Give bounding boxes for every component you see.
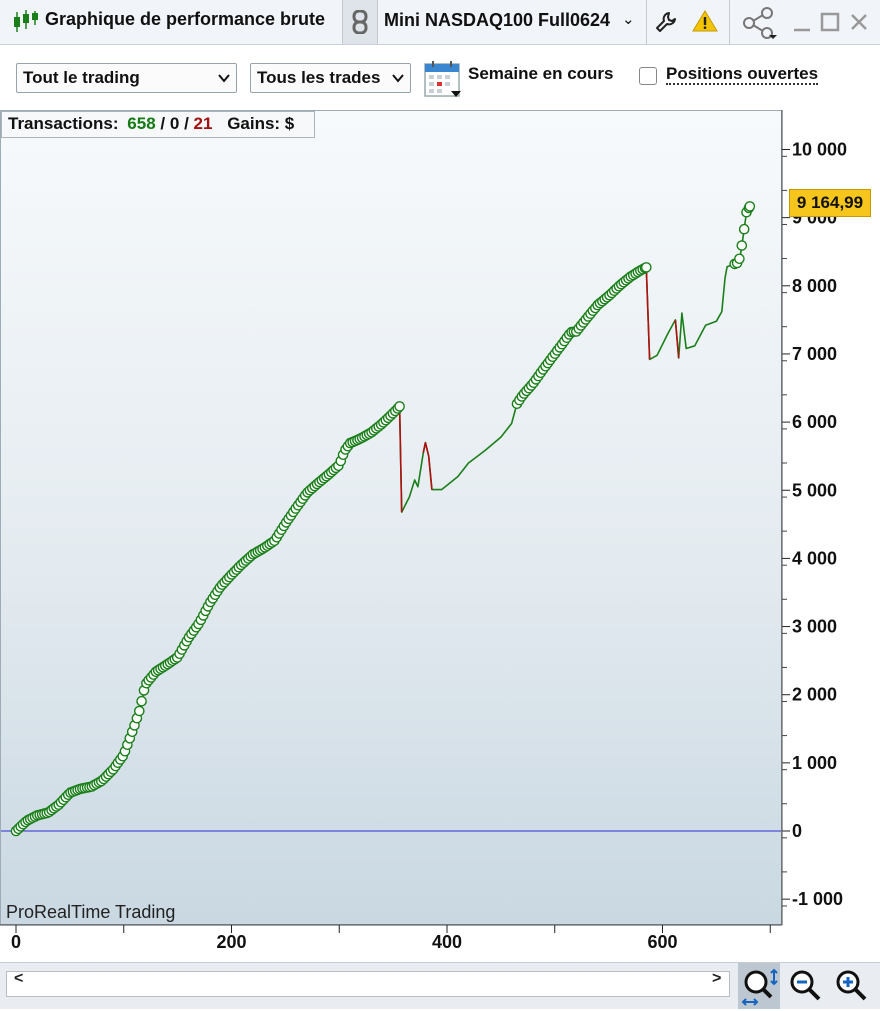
transactions-summary: Transactions: 658 / 0 / 21 Gains: $ xyxy=(1,111,315,138)
wrench-icon[interactable] xyxy=(654,10,678,39)
neutral-count: 0 xyxy=(169,114,180,133)
zoom-fit-icon xyxy=(740,966,780,1011)
divider xyxy=(646,0,647,44)
wins-count: 658 xyxy=(127,114,156,133)
scroll-left-icon[interactable]: < xyxy=(14,970,24,987)
filter-toolbar: Tout le trading Tous les trades Semaine … xyxy=(0,45,880,108)
gains-label: Gains: $ xyxy=(227,114,295,133)
watermark: ProRealTime Trading xyxy=(6,902,176,922)
warning-icon[interactable] xyxy=(692,9,718,38)
chevron-down-icon xyxy=(392,71,404,86)
open-positions-label[interactable]: Positions ouvertes xyxy=(666,64,819,85)
scrollbar-track[interactable] xyxy=(6,971,730,997)
trading-select[interactable]: Tout le trading xyxy=(16,63,237,93)
transactions-label: Transactions: xyxy=(8,114,119,133)
zoom-out-icon[interactable] xyxy=(788,968,824,1009)
maximize-icon[interactable] xyxy=(820,12,840,37)
trading-select-value: Tout le trading xyxy=(23,68,140,87)
last-value-badge: 9 164,99 xyxy=(789,189,871,217)
horizontal-scrollbar[interactable]: < > xyxy=(0,962,738,1009)
link-icon xyxy=(352,9,368,39)
y-axis[interactable] xyxy=(782,110,880,925)
open-positions-checkbox[interactable] xyxy=(639,67,657,85)
close-icon[interactable] xyxy=(849,12,869,37)
x-axis[interactable] xyxy=(0,925,782,960)
losses-count: 21 xyxy=(193,114,213,133)
divider xyxy=(729,0,730,44)
link-button[interactable] xyxy=(343,0,377,44)
title-bar: Graphique de performance brute Mini NASD… xyxy=(0,0,880,45)
instrument-selector[interactable]: Mini NASDAQ100 Full0624 xyxy=(384,10,611,30)
period-label[interactable]: Semaine en cours xyxy=(468,64,614,83)
separator: / xyxy=(184,114,189,133)
trades-select-value: Tous les trades xyxy=(257,68,381,87)
zoom-fit-button[interactable] xyxy=(738,963,780,1009)
chevron-down-icon[interactable]: ⌄ xyxy=(622,11,635,28)
window-title: Graphique de performance brute xyxy=(45,9,326,29)
minimize-icon[interactable] xyxy=(792,14,812,39)
separator: / xyxy=(160,114,166,133)
scroll-right-icon[interactable]: > xyxy=(712,970,722,987)
calendar-icon[interactable] xyxy=(423,60,463,105)
chevron-down-icon xyxy=(218,71,230,86)
share-icon[interactable] xyxy=(741,6,779,45)
candlestick-icon xyxy=(12,9,40,40)
zoom-in-icon[interactable] xyxy=(834,968,870,1009)
plot-area[interactable] xyxy=(0,110,782,925)
trades-select[interactable]: Tous les trades xyxy=(250,63,411,93)
divider xyxy=(342,0,343,44)
divider xyxy=(377,0,378,44)
zoom-toolbar xyxy=(738,962,880,1009)
